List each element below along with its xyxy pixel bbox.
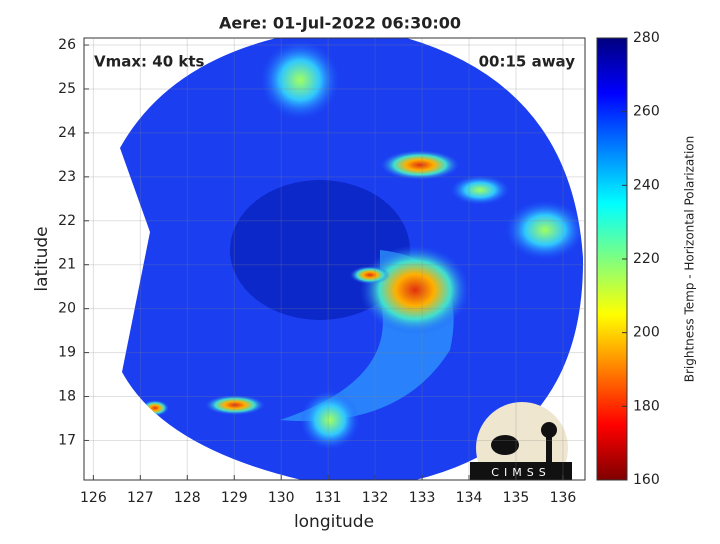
logo-text: CIMSS <box>491 466 550 479</box>
colorbar-tick-label: 240 <box>633 177 660 193</box>
colorbar-tick-label: 260 <box>633 104 660 120</box>
title: Aere: 01-Jul-2022 06:30:00 <box>219 14 461 33</box>
x-tick-label: 128 <box>174 490 201 506</box>
map-image: CIMSS <box>120 38 584 480</box>
y-axis-label: latitude <box>32 226 52 291</box>
axes-frame <box>83 37 586 481</box>
y-tick-label: 17 <box>58 432 76 448</box>
y-tick-label: 19 <box>58 345 76 361</box>
time-label: 00:15 away <box>479 53 576 71</box>
x-tick-label: 127 <box>127 490 154 506</box>
y-tick-label: 22 <box>58 213 76 229</box>
x-tick-label: 136 <box>550 490 577 506</box>
x-tick-label: 131 <box>315 490 342 506</box>
cimss-logo: CIMSS <box>470 402 572 480</box>
colorbar-tick-label: 160 <box>633 472 660 488</box>
x-tick-label: 135 <box>503 490 530 506</box>
y-tick-label: 26 <box>58 37 76 53</box>
y-tick-label: 18 <box>58 389 76 405</box>
y-tick-label: 25 <box>58 81 76 97</box>
y-tick-label: 23 <box>58 169 76 185</box>
x-tick-label: 129 <box>221 490 248 506</box>
x-tick-label: 133 <box>409 490 436 506</box>
colorbar-label: Brightness Temp - Horizontal Polarizatio… <box>683 136 697 383</box>
vmax-label: Vmax: 40 kts <box>94 53 204 71</box>
x-tick-label: 126 <box>80 490 107 506</box>
colorbar-tick-label: 200 <box>633 325 660 341</box>
colorbar-tick-label: 280 <box>633 30 660 46</box>
y-tick-label: 24 <box>58 125 76 141</box>
colorbar-tick-label: 180 <box>633 398 660 414</box>
y-tick-label: 20 <box>58 301 76 317</box>
x-tick-label: 134 <box>456 490 483 506</box>
y-tick-label: 21 <box>58 257 76 273</box>
x-tick-label: 132 <box>362 490 389 506</box>
x-axis-label: longitude <box>294 512 374 532</box>
x-tick-label: 130 <box>268 490 295 506</box>
colorbar-tick-label: 220 <box>633 251 660 267</box>
